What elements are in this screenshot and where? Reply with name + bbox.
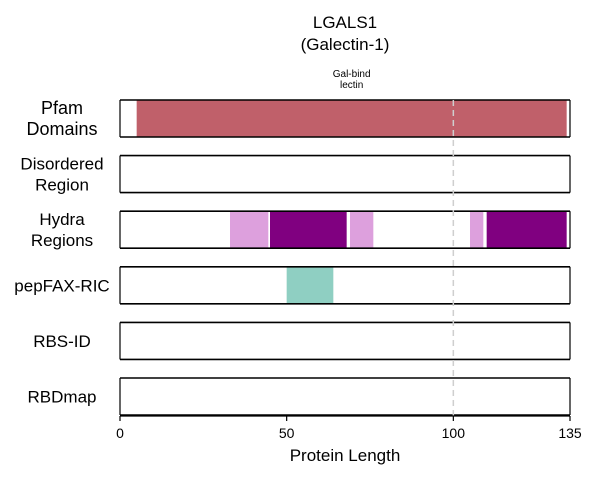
track-2-segment-3	[470, 211, 484, 248]
segment-annotation-line-1: lectin	[340, 80, 363, 91]
track-2-segment-2	[350, 211, 374, 248]
x-axis: 0 50 100 135	[116, 415, 582, 441]
chart-title-line-1: LGALS1	[313, 13, 377, 32]
track-0-segment-0	[136, 100, 567, 137]
track-0-label-line-0: Pfam	[41, 98, 83, 118]
x-axis-label: Protein Length	[290, 446, 401, 465]
track-1-label-line-0: Disordered	[20, 155, 103, 174]
track-2-segment-1	[270, 211, 347, 248]
track-2-label-line-1: Regions	[31, 231, 93, 250]
track-2-segment-0	[230, 211, 269, 248]
track-3-segment-0	[286, 267, 334, 304]
x-tick-label-2: 100	[442, 425, 466, 441]
track-3: pepFAX-RIC	[14, 265, 571, 305]
track-5: RBDmap	[28, 377, 571, 416]
chart-title: LGALS1 (Galectin-1)	[301, 13, 390, 54]
segment-annotation-line-0: Gal-bind	[333, 69, 371, 80]
track-2: Hydra Regions	[31, 210, 571, 250]
x-tick-label-0: 0	[116, 425, 124, 441]
x-tick-label-3: 135	[558, 425, 582, 441]
track-1-label-line-1: Region	[35, 176, 89, 195]
track-3-label-line-0: pepFAX-RIC	[14, 276, 109, 295]
track-4: RBS-ID	[33, 321, 571, 361]
x-tick-label-1: 50	[279, 425, 295, 441]
track-5-label-line-0: RBDmap	[28, 388, 97, 407]
track-0-label-line-1: Domains	[26, 119, 97, 139]
track-4-label-line-0: RBS-ID	[33, 332, 91, 351]
track-2-segment-4	[486, 211, 567, 248]
chart-title-line-2: (Galectin-1)	[301, 35, 390, 54]
track-2-label-line-0: Hydra	[39, 210, 85, 229]
track-1: Disordered Region	[20, 155, 571, 195]
